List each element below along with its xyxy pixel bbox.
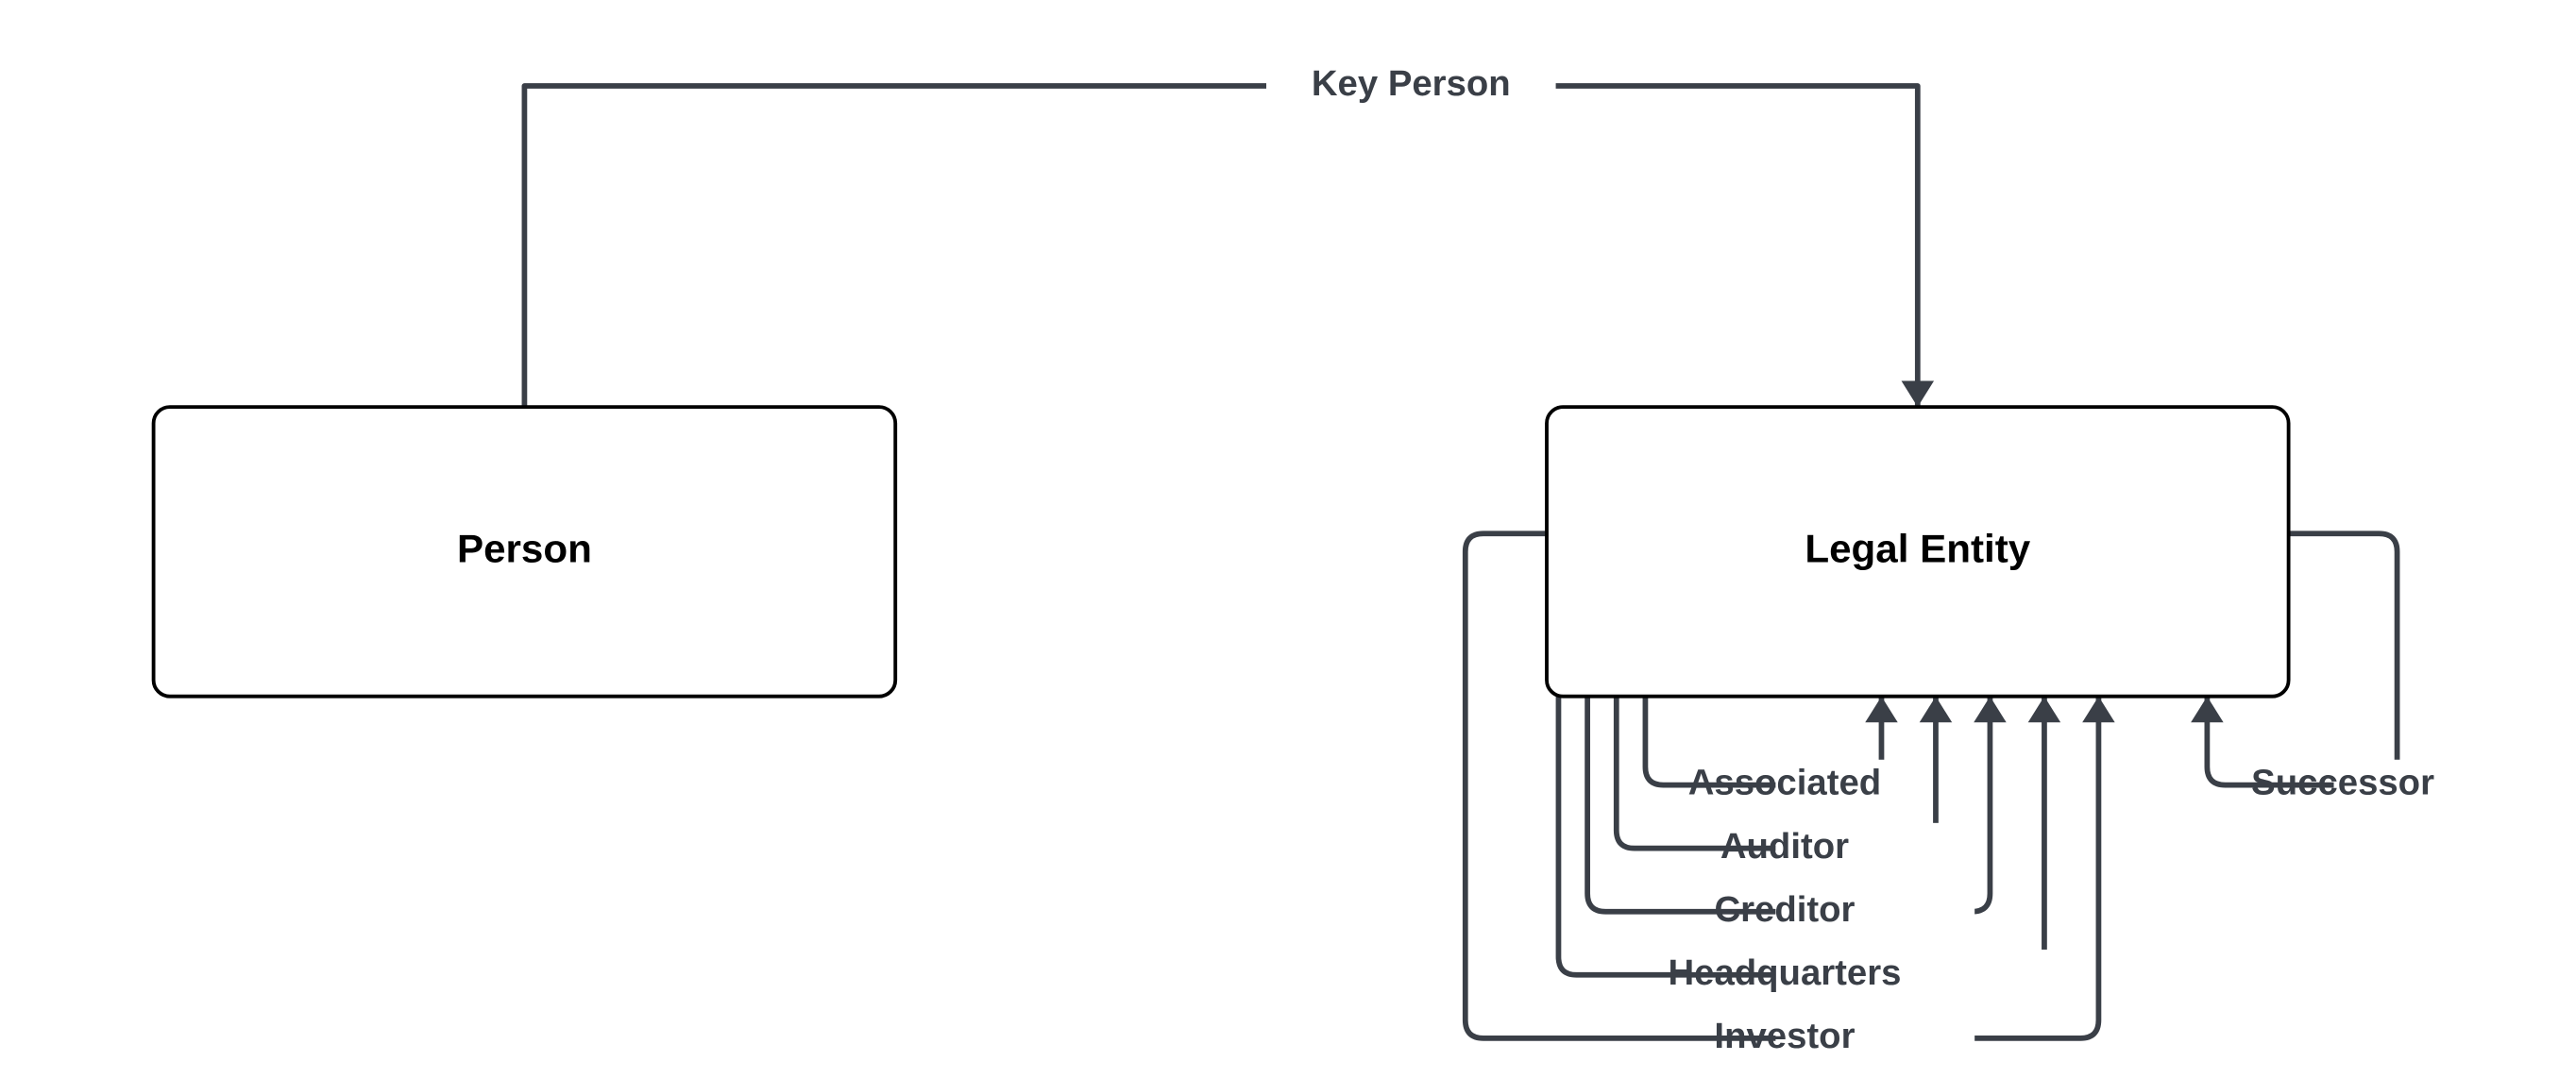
edge-associated: Associated: [1645, 697, 2025, 811]
edge-label-key_person: Key Person: [1312, 63, 1511, 104]
node-legal_entity: Legal Entity: [1547, 407, 2289, 697]
edge-label-investor: Investor: [1714, 1016, 1855, 1056]
edge-key_person: Key Person: [524, 60, 1917, 407]
edge-label-auditor: Auditor: [1720, 826, 1849, 867]
node-label-legal_entity: Legal Entity: [1805, 527, 2030, 571]
node-label-person: Person: [457, 527, 592, 571]
edge-label-associated: Associated: [1688, 763, 1881, 803]
edge-label-creditor: Creditor: [1714, 889, 1855, 930]
edge-label-headquarters: Headquarters: [1668, 952, 1901, 993]
edge-label-successor: Successor: [2251, 763, 2434, 803]
entity-relationship-diagram: Key Person Associated Auditor Creditor Headq…: [0, 0, 2576, 1078]
node-person: Person: [154, 407, 896, 697]
